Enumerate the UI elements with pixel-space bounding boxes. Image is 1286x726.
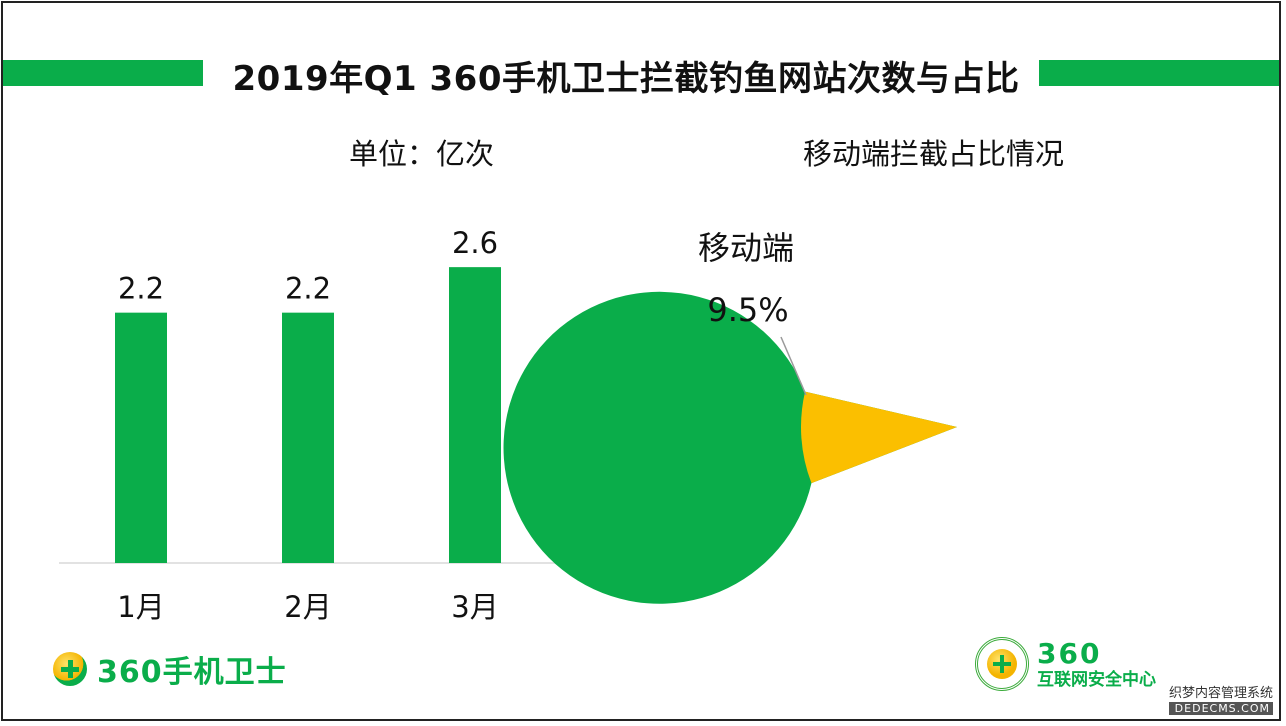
bar-value-label-3: 2.6 xyxy=(452,226,498,260)
bar-1 xyxy=(115,312,167,563)
security-center-logo-text: 互联网安全中心 xyxy=(1037,669,1156,690)
pie-chart: PC端 90.5% 移动端 9.5% xyxy=(503,229,1074,604)
pie-label-mobile-name: 移动端 xyxy=(698,229,794,267)
x-tick-label-3: 3月 xyxy=(451,590,498,624)
security-center-logo-number: 360 xyxy=(1037,636,1102,670)
watermark-line2: DEDECMS.COM xyxy=(1168,701,1273,715)
bar-chart-title: 单位：亿次 xyxy=(349,137,495,171)
bar-2 xyxy=(282,312,334,563)
title-band-left xyxy=(3,60,203,86)
x-tick-label-1: 1月 xyxy=(117,590,164,624)
slide-title: 2019年Q1 360手机卫士拦截钓鱼网站次数与占比 xyxy=(232,59,1020,99)
pie-slice-pc xyxy=(503,291,957,604)
x-tick-label-2: 2月 xyxy=(284,590,331,624)
bar-value-label-2: 2.2 xyxy=(285,272,331,306)
charts-canvas: 2.2 1月 2.2 2月 2.6 3月 PC端 90.5% 移动端 9.5% xyxy=(59,226,1074,624)
phone-guard-logo-text: 360手机卫士 xyxy=(97,655,287,690)
title-band-right xyxy=(1039,60,1279,86)
bar-3 xyxy=(449,267,501,563)
pie-label-pc-name: PC端 xyxy=(988,367,1062,405)
pie-slice-mobile xyxy=(801,391,957,484)
watermark-line1: 织梦内容管理系统 xyxy=(1168,686,1273,702)
pie-leader-line xyxy=(780,336,807,396)
wreath-emblem-icon xyxy=(975,637,1029,691)
security-center-logo: 360 互联网安全中心 xyxy=(975,637,1156,691)
watermark: 织梦内容管理系统 DEDECMS.COM xyxy=(1168,686,1273,715)
phone-guard-logo: 360手机卫士 xyxy=(53,647,287,691)
bar-value-label-1: 2.2 xyxy=(118,272,164,306)
pie-chart-title: 移动端拦截占比情况 xyxy=(803,137,1065,171)
pie-label-mobile-value: 9.5% xyxy=(707,291,788,329)
pie-label-pc-value: 90.5% xyxy=(972,425,1074,463)
shield-plus-icon xyxy=(53,652,87,686)
bar-chart: 2.2 1月 2.2 2月 2.6 3月 xyxy=(59,226,559,624)
